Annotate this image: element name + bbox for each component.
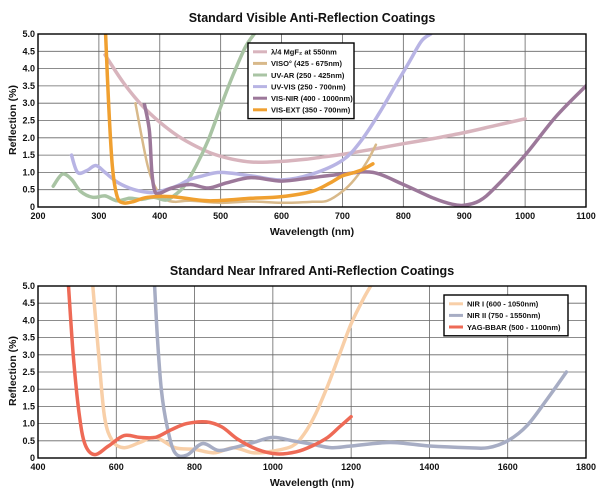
x-tick-label: 900 [457,211,472,221]
x-tick-label: 1800 [576,462,596,472]
x-tick-labels: 400 600 800 1000 1200 1400 1600 1800 [30,462,596,472]
y-tick-labels: 0 0.5 1.0 1.5 2.0 2.5 3.0 3.5 4.0 4.5 5.0 [22,281,35,463]
legend-entry: NIR II (750 - 1550nm) [467,311,541,320]
x-tick-label: 600 [109,462,124,472]
legend-entry: λ/4 MgF₂ at 550nm [271,48,337,57]
x-tick-label: 200 [30,211,45,221]
x-tick-label: 500 [213,211,228,221]
legend-box [443,294,569,337]
y-axis-label: Reflection (%) [7,336,19,406]
x-tick-label: 800 [187,462,202,472]
legend-entry: UV-VIS (250 - 700nm) [271,82,346,91]
legend: λ/4 MgF₂ at 550nm VISO° (425 - 675nm) UV-A… [247,42,355,120]
x-tick-label: 1000 [263,462,283,472]
series-line [66,286,353,457]
y-tick-label: 0 [30,453,35,463]
y-axis-label: Reflection (%) [7,85,19,155]
x-tick-label: 400 [152,211,167,221]
y-tick-label: 0.5 [22,185,35,195]
legend-entry: VIS-NIR (400 - 1000nm) [271,94,353,103]
y-tick-label: 1.5 [22,401,35,411]
y-tick-label: 5.0 [22,281,35,291]
x-tick-labels: 200 300 400 500 600 700 800 900 1000 1100 [30,211,595,221]
y-tick-label: 3.5 [22,333,35,343]
x-tick-label: 1600 [498,462,518,472]
legend-entry: VISO° (425 - 675nm) [271,59,342,68]
chart-title: Standard Near Infrared Anti-Reflection C… [170,264,454,278]
x-tick-label: 600 [274,211,289,221]
y-tick-label: 5.0 [22,29,35,39]
visible-ar-coatings-chart: Standard Visible Anti-Reflection Coating… [7,11,596,238]
legend-entry: NIR I (600 - 1050nm) [467,300,539,309]
x-tick-label: 1100 [576,211,596,221]
series-line [152,286,569,458]
y-tick-label: 2.0 [22,133,35,143]
legend-entry: YAG-BBAR (500 - 1100nm) [467,323,561,332]
near-infrared-ar-coatings-chart: Standard Near Infrared Anti-Reflection C… [7,264,596,489]
x-tick-label: 1000 [515,211,535,221]
series-line [103,34,375,205]
y-tick-label: 3.5 [22,81,35,91]
plot-frame [37,285,587,459]
series-line [103,53,527,165]
x-axis-label: Wavelength (nm) [270,226,354,238]
x-tick-label: 1200 [341,462,361,472]
x-tick-label: 1400 [419,462,439,472]
y-tick-label: 2.5 [22,116,35,126]
legend: NIR I (600 - 1050nm) NIR II (750 - 1550nm… [443,294,569,337]
y-tick-label: 3.0 [22,98,35,108]
y-tick-label: 4.5 [22,298,35,308]
y-tick-label: 1.0 [22,419,35,429]
y-tick-label: 2.5 [22,367,35,377]
series-line [91,286,373,455]
y-tick-label: 0 [30,202,35,212]
chart-title: Standard Visible Anti-Reflection Coating… [189,11,436,25]
x-tick-label: 400 [30,462,45,472]
y-tick-label: 0.5 [22,436,35,446]
y-tick-label: 4.0 [22,64,35,74]
x-tick-label: 700 [335,211,350,221]
series-line [142,84,586,207]
y-tick-label: 2.0 [22,384,35,394]
series-lines [51,34,586,207]
series-lines [66,286,569,458]
y-tick-label: 4.0 [22,315,35,325]
x-tick-label: 800 [396,211,411,221]
y-tick-label: 4.5 [22,46,35,56]
y-tick-label: 1.0 [22,167,35,177]
x-tick-label: 300 [91,211,106,221]
series-line [69,34,433,195]
y-tick-labels: 0 0.5 1.0 1.5 2.0 2.5 3.0 3.5 4.0 4.5 5.0 [22,29,35,212]
x-axis-label: Wavelength (nm) [270,477,354,489]
legend-entry: UV-AR (250 - 425nm) [271,71,345,80]
legend-entry: VIS-EXT (350 - 700nm) [271,106,351,115]
y-tick-label: 3.0 [22,350,35,360]
plot-frame [37,33,587,208]
legend-box [247,42,355,120]
y-tick-label: 1.5 [22,150,35,160]
